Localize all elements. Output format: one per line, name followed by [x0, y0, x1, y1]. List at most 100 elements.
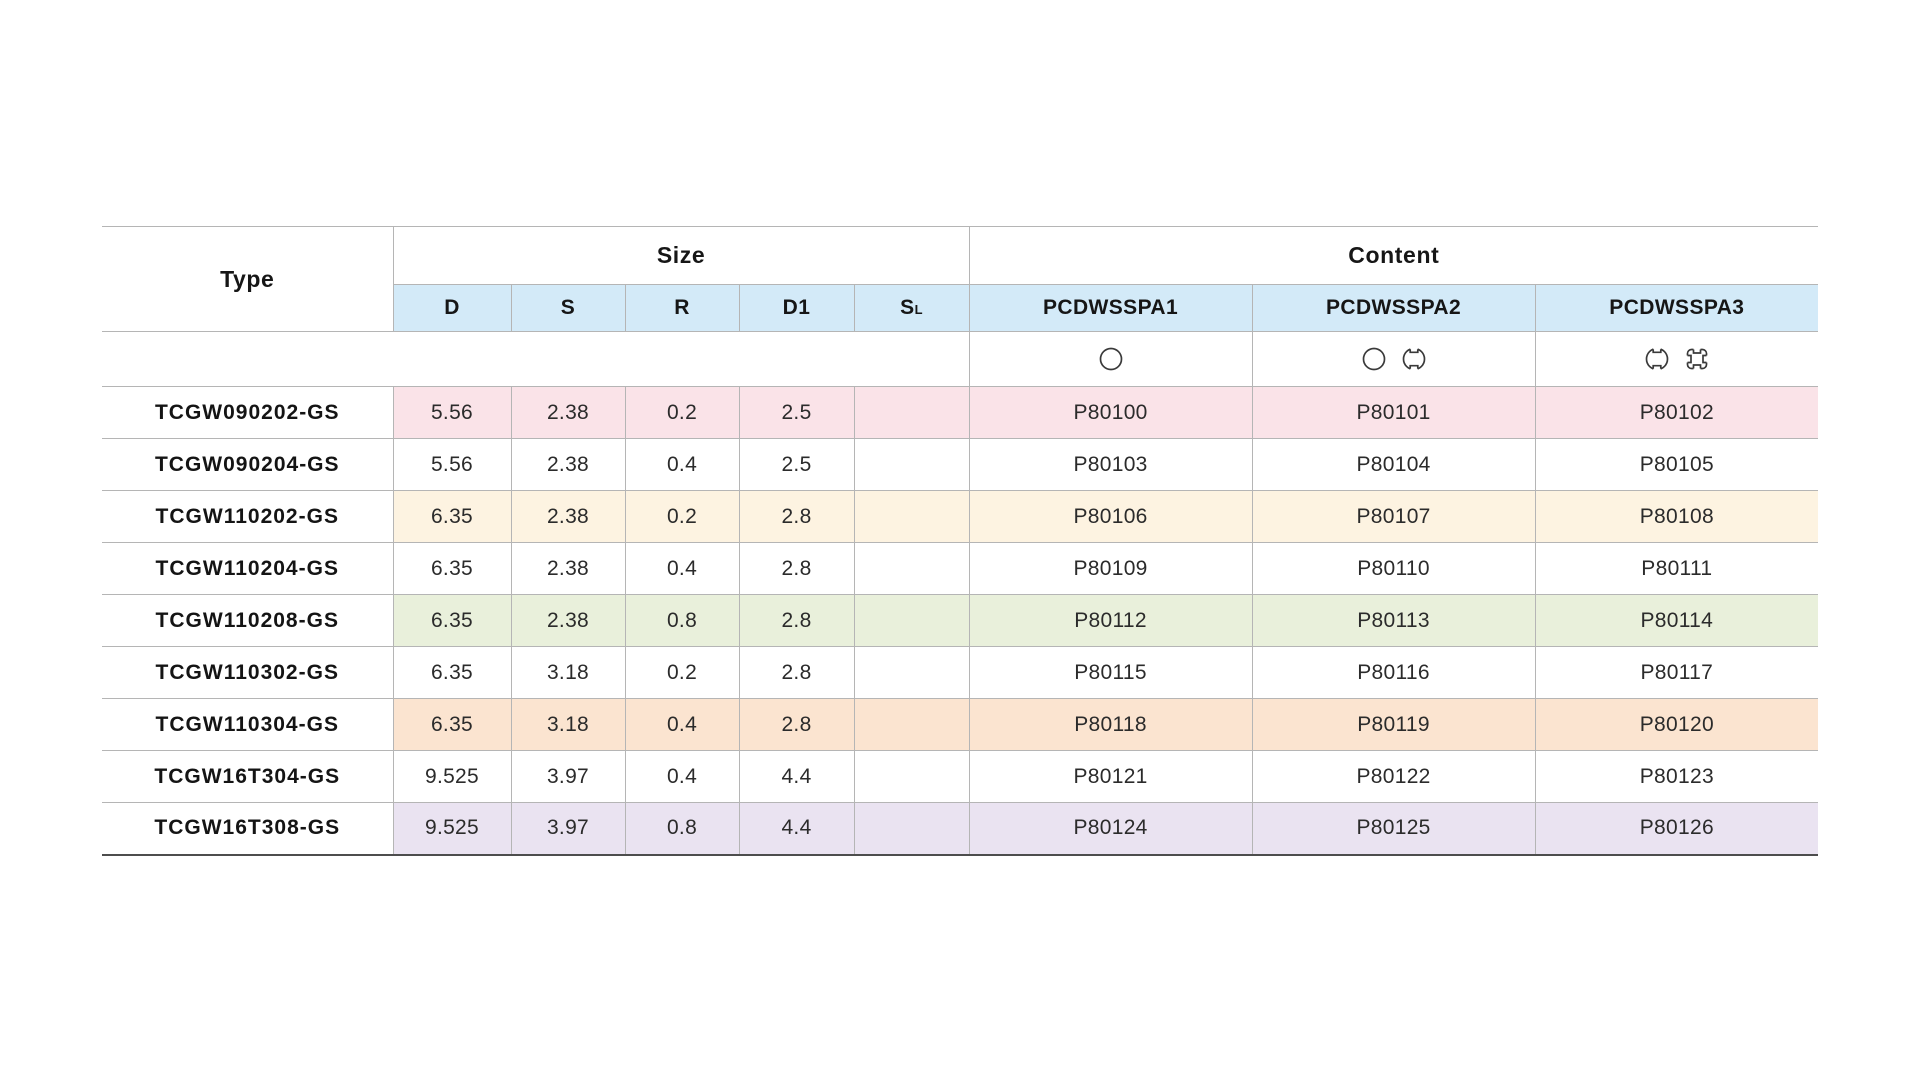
s-cell: 3.97	[510, 802, 625, 855]
r-cell: 0.8	[624, 802, 739, 855]
pa3-cell: P80117	[1534, 646, 1819, 699]
pa3-cell: P80120	[1534, 698, 1819, 751]
pa3-cell: P80102	[1534, 386, 1819, 439]
d1-cell: 2.8	[738, 594, 854, 647]
pa1-cell: P80100	[968, 386, 1253, 439]
sl-cell	[853, 594, 970, 647]
size-col-header: R	[624, 284, 739, 332]
table-row: TCGW110208-GS 6.35 2.38 0.8 2.8 P80112 P80113 P…	[102, 594, 1819, 647]
symbols-row	[102, 331, 1819, 387]
pa2-cell: P80122	[1251, 750, 1536, 803]
sl-cell	[853, 646, 970, 699]
r-cell: 0.4	[624, 542, 739, 595]
table-row: TCGW110304-GS 6.35 3.18 0.4 2.8 P80118 P80119 P…	[102, 698, 1819, 751]
table-row: TCGW090202-GS 5.56 2.38 0.2 2.5 P80100 P80101 P…	[102, 386, 1819, 439]
type-cell: TCGW110304-GS	[102, 698, 393, 751]
pa1-cell: P80115	[968, 646, 1253, 699]
pa2-cell: P80107	[1251, 490, 1536, 543]
table-row: TCGW110202-GS 6.35 2.38 0.2 2.8 P80106 P80107 P…	[102, 490, 1819, 543]
d-cell: 6.35	[392, 490, 511, 543]
d1-cell: 4.4	[738, 802, 854, 855]
s-cell: 2.38	[510, 438, 625, 491]
pa3-cell: P80123	[1534, 750, 1819, 803]
pa1-cell: P80109	[968, 542, 1253, 595]
type-cell: TCGW16T304-GS	[102, 750, 393, 803]
pa2-cell: P80110	[1251, 542, 1536, 595]
size-col-header: D	[392, 284, 511, 332]
col-label: D	[444, 296, 460, 319]
d-cell: 6.35	[392, 542, 511, 595]
r-cell: 0.4	[624, 698, 739, 751]
table-row: TCGW16T308-GS 9.525 3.97 0.8 4.4 P80124 P80125…	[102, 802, 1819, 855]
col-label: D1	[782, 296, 811, 319]
content-col-header: PCDWSSPA3	[1534, 284, 1819, 332]
d1-cell: 2.8	[738, 646, 854, 699]
s-cell: 3.97	[510, 750, 625, 803]
pa2-cell: P80113	[1251, 594, 1536, 647]
d1-cell: 2.8	[738, 698, 854, 751]
d1-cell: 2.5	[738, 386, 854, 439]
interrupted-circle-icon	[1645, 345, 1669, 373]
s-cell: 2.38	[510, 542, 625, 595]
insert-spec-table: Type Size Content D S R D1 SL PCDWSSPA1 PCDWSS…	[102, 226, 1819, 856]
type-cell: TCGW110202-GS	[102, 490, 393, 543]
d-cell: 5.56	[392, 438, 511, 491]
pa3-cell: P80111	[1534, 542, 1819, 595]
application-symbols-cell	[1251, 331, 1536, 387]
d-cell: 6.35	[392, 594, 511, 647]
pa1-cell: P80103	[968, 438, 1253, 491]
r-cell: 0.2	[624, 386, 739, 439]
content-col-header: PCDWSSPA1	[968, 284, 1253, 332]
pa2-cell: P80116	[1251, 646, 1536, 699]
d1-cell: 4.4	[738, 750, 854, 803]
subheader-row: D S R D1 SL PCDWSSPA1 PCDWSSPA2 PCDWSSPA3	[102, 284, 1819, 332]
r-cell: 0.2	[624, 490, 739, 543]
sl-cell	[853, 542, 970, 595]
table-row: TCGW16T304-GS 9.525 3.97 0.4 4.4 P80121 P80122…	[102, 750, 1819, 803]
d-cell: 9.525	[392, 802, 511, 855]
table-row: TCGW110204-GS 6.35 2.38 0.4 2.8 P80109 P80110 P…	[102, 542, 1819, 595]
s-cell: 3.18	[510, 646, 625, 699]
content-col-header: PCDWSSPA2	[1251, 284, 1536, 332]
col-label-sub: L	[914, 302, 923, 317]
d1-cell: 2.5	[738, 438, 854, 491]
size-col-header: D1	[738, 284, 854, 332]
pa3-cell: P80114	[1534, 594, 1819, 647]
size-col-header: SL	[853, 284, 970, 332]
sl-cell	[853, 698, 970, 751]
type-cell: TCGW110208-GS	[102, 594, 393, 647]
d1-cell: 2.8	[738, 490, 854, 543]
col-label: R	[674, 296, 690, 319]
type-cell: TCGW16T308-GS	[102, 802, 393, 855]
sl-cell	[853, 438, 970, 491]
s-cell: 2.38	[510, 594, 625, 647]
pa1-cell: P80121	[968, 750, 1253, 803]
sl-cell	[853, 386, 970, 439]
pa3-cell: P80126	[1534, 802, 1819, 855]
r-cell: 0.4	[624, 438, 739, 491]
application-symbols-cell	[968, 331, 1253, 387]
d-cell: 6.35	[392, 698, 511, 751]
pa2-cell: P80101	[1251, 386, 1536, 439]
s-cell: 2.38	[510, 386, 625, 439]
table-row: TCGW090204-GS 5.56 2.38 0.4 2.5 P80103 P80104 P…	[102, 438, 1819, 491]
d-cell: 9.525	[392, 750, 511, 803]
pa2-cell: P80104	[1251, 438, 1536, 491]
sl-cell	[853, 802, 970, 855]
group-header-row: Type Size Content	[102, 226, 1819, 332]
interrupted-square-icon	[1685, 347, 1709, 371]
r-cell: 0.4	[624, 750, 739, 803]
r-cell: 0.2	[624, 646, 739, 699]
type-column-header: Type	[102, 226, 393, 332]
circle-icon	[1362, 347, 1385, 371]
content-group-header: Content	[968, 226, 1819, 285]
pa2-cell: P80125	[1251, 802, 1536, 855]
pa3-cell: P80108	[1534, 490, 1819, 543]
pa1-cell: P80124	[968, 802, 1253, 855]
circle-icon	[1099, 347, 1122, 371]
pa3-cell: P80105	[1534, 438, 1819, 491]
d1-cell: 2.8	[738, 542, 854, 595]
sl-cell	[853, 490, 970, 543]
table-row: TCGW110302-GS 6.35 3.18 0.2 2.8 P80115 P80116 P…	[102, 646, 1819, 699]
